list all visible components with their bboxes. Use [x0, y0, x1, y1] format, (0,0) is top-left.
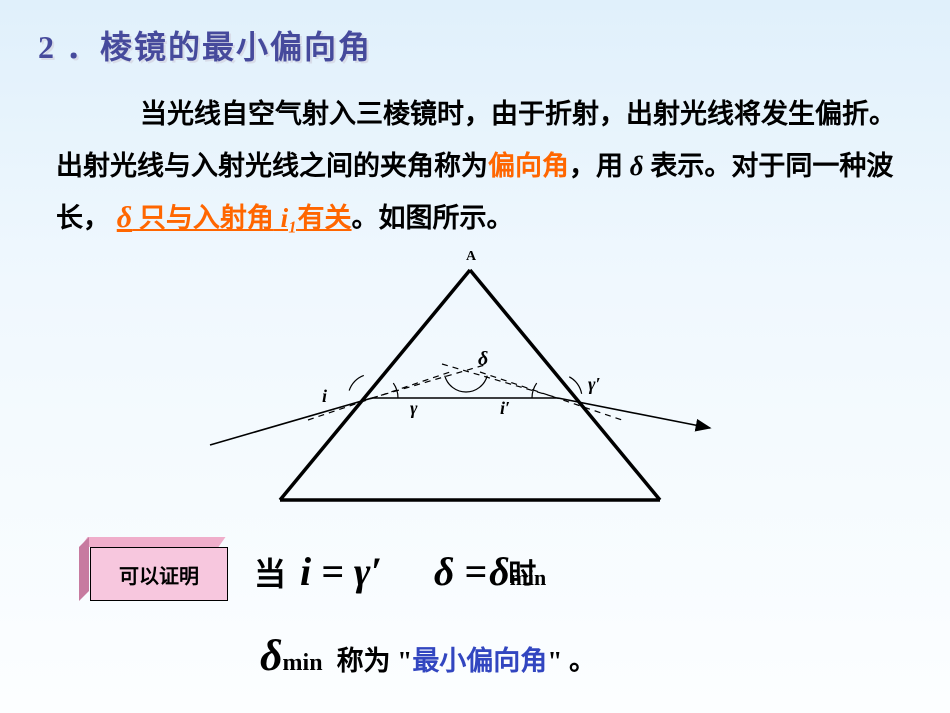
- term-min-deviation: 最小偏向角: [412, 646, 547, 676]
- delta-min-symbol: δmin: [260, 630, 323, 681]
- body-paragraph: 当光线自空气射入三棱镜时，由于折射，出射光线将发生偏折。出射光线与入射光线之间的…: [56, 88, 910, 244]
- svg-text:δ: δ: [478, 348, 488, 370]
- conclusion-text: 称为 "最小偏向角" 。: [337, 639, 597, 678]
- eq-cn2: 时: [508, 552, 536, 592]
- svg-text:γ: γ: [410, 398, 418, 418]
- svg-text:i′: i′: [500, 398, 510, 418]
- para-seg2: ，用: [569, 151, 623, 181]
- conclusion-line: δmin 称为 "最小偏向角" 。: [260, 630, 596, 681]
- section-title: 2 ．棱镜的最小偏向角: [38, 22, 372, 68]
- eq-cn1: 当: [254, 549, 286, 595]
- box-top-face: [80, 537, 225, 547]
- eq-rhs-pre: δ =: [434, 548, 487, 595]
- underline-text1: 只与入射角: [132, 203, 274, 233]
- prism-diagram: Aδ i γ i′ γ′: [190, 250, 750, 510]
- symbol-delta: δ: [630, 151, 644, 181]
- svg-text:γ′: γ′: [588, 374, 601, 394]
- underline-delta: δ: [117, 201, 132, 234]
- svg-text:A: A: [466, 250, 477, 264]
- box-side-face: [79, 537, 89, 601]
- underline-i1: i₁: [274, 203, 298, 233]
- para-seg4: 。如图所示。: [352, 203, 514, 233]
- equation-line: 当 i = γ′ δ = δmin 时: [254, 548, 580, 595]
- term-deviation-angle: 偏向角: [488, 151, 569, 181]
- box-front-face: 可以证明: [90, 547, 228, 601]
- svg-text:i: i: [322, 386, 327, 406]
- proof-box-label: 可以证明: [119, 560, 199, 589]
- eq-lhs: i = γ′: [300, 548, 382, 595]
- underline-text2: 有关: [298, 203, 352, 233]
